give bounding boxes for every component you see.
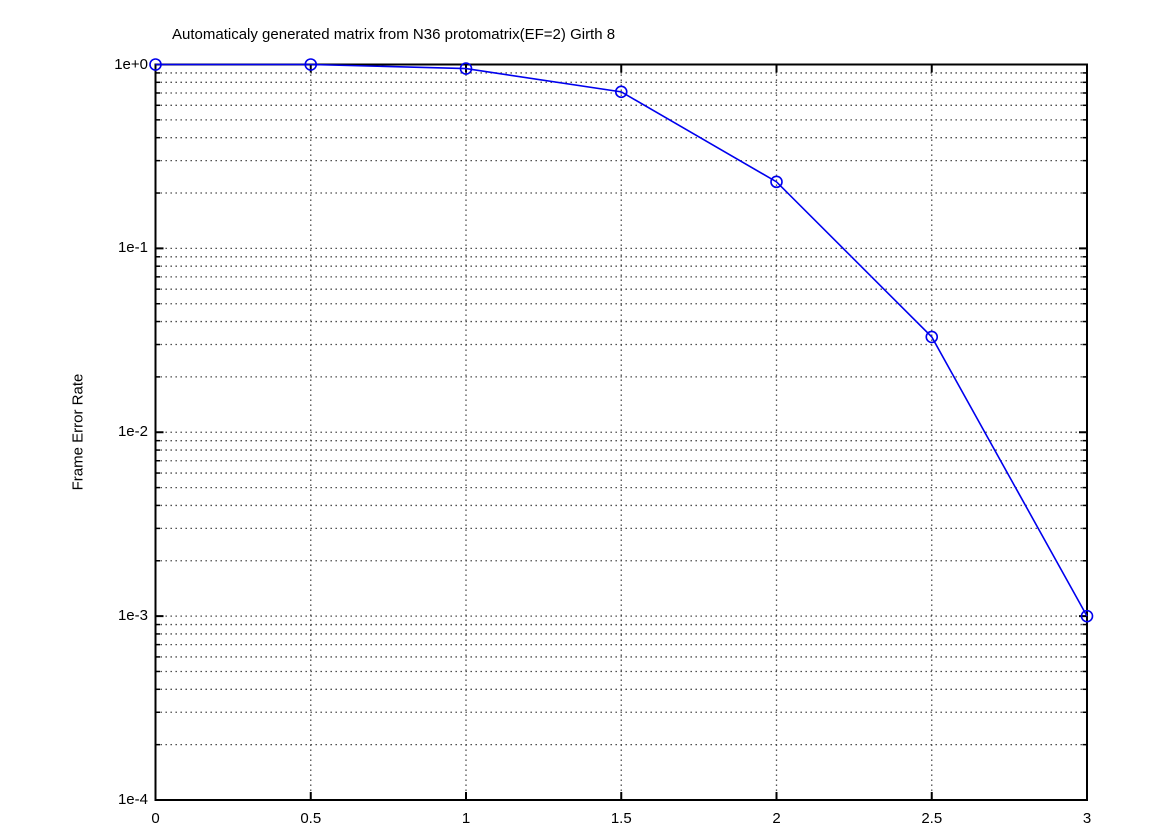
y-tick-label: 1e-3 bbox=[117, 607, 148, 625]
data-point-marker bbox=[614, 85, 628, 99]
y-tick-label: 1e-2 bbox=[117, 423, 148, 441]
data-point-marker bbox=[459, 62, 473, 75]
series-line bbox=[155, 63, 1088, 617]
y-tick-label: 1e-4 bbox=[117, 791, 148, 808]
grid-lines bbox=[155, 64, 1087, 800]
data-point-marker bbox=[1080, 609, 1094, 623]
y-tick-label: 1e+0 bbox=[114, 55, 148, 73]
x-tick-label: 2 bbox=[772, 810, 781, 827]
minor-tick-marks bbox=[155, 72, 1087, 746]
x-tick-label: 1 bbox=[461, 810, 471, 827]
x-tick-label: 0.5 bbox=[300, 810, 322, 827]
data-point-marker bbox=[304, 58, 318, 71]
data-point-marker bbox=[770, 175, 783, 189]
data-point-marker bbox=[149, 58, 162, 71]
x-tick-label: 3 bbox=[1082, 810, 1092, 827]
tick-marks bbox=[154, 63, 1088, 801]
x-tick-label: 0 bbox=[151, 810, 160, 827]
x-tick-label: 2.5 bbox=[921, 810, 943, 827]
series-frame-error-rate bbox=[149, 58, 1094, 623]
chart-title: Automaticaly generated matrix from N36 p… bbox=[172, 26, 616, 43]
data-point-marker bbox=[925, 330, 939, 344]
x-tick-label: 1.5 bbox=[610, 810, 632, 827]
y-tick-label: 1e-1 bbox=[117, 239, 148, 257]
